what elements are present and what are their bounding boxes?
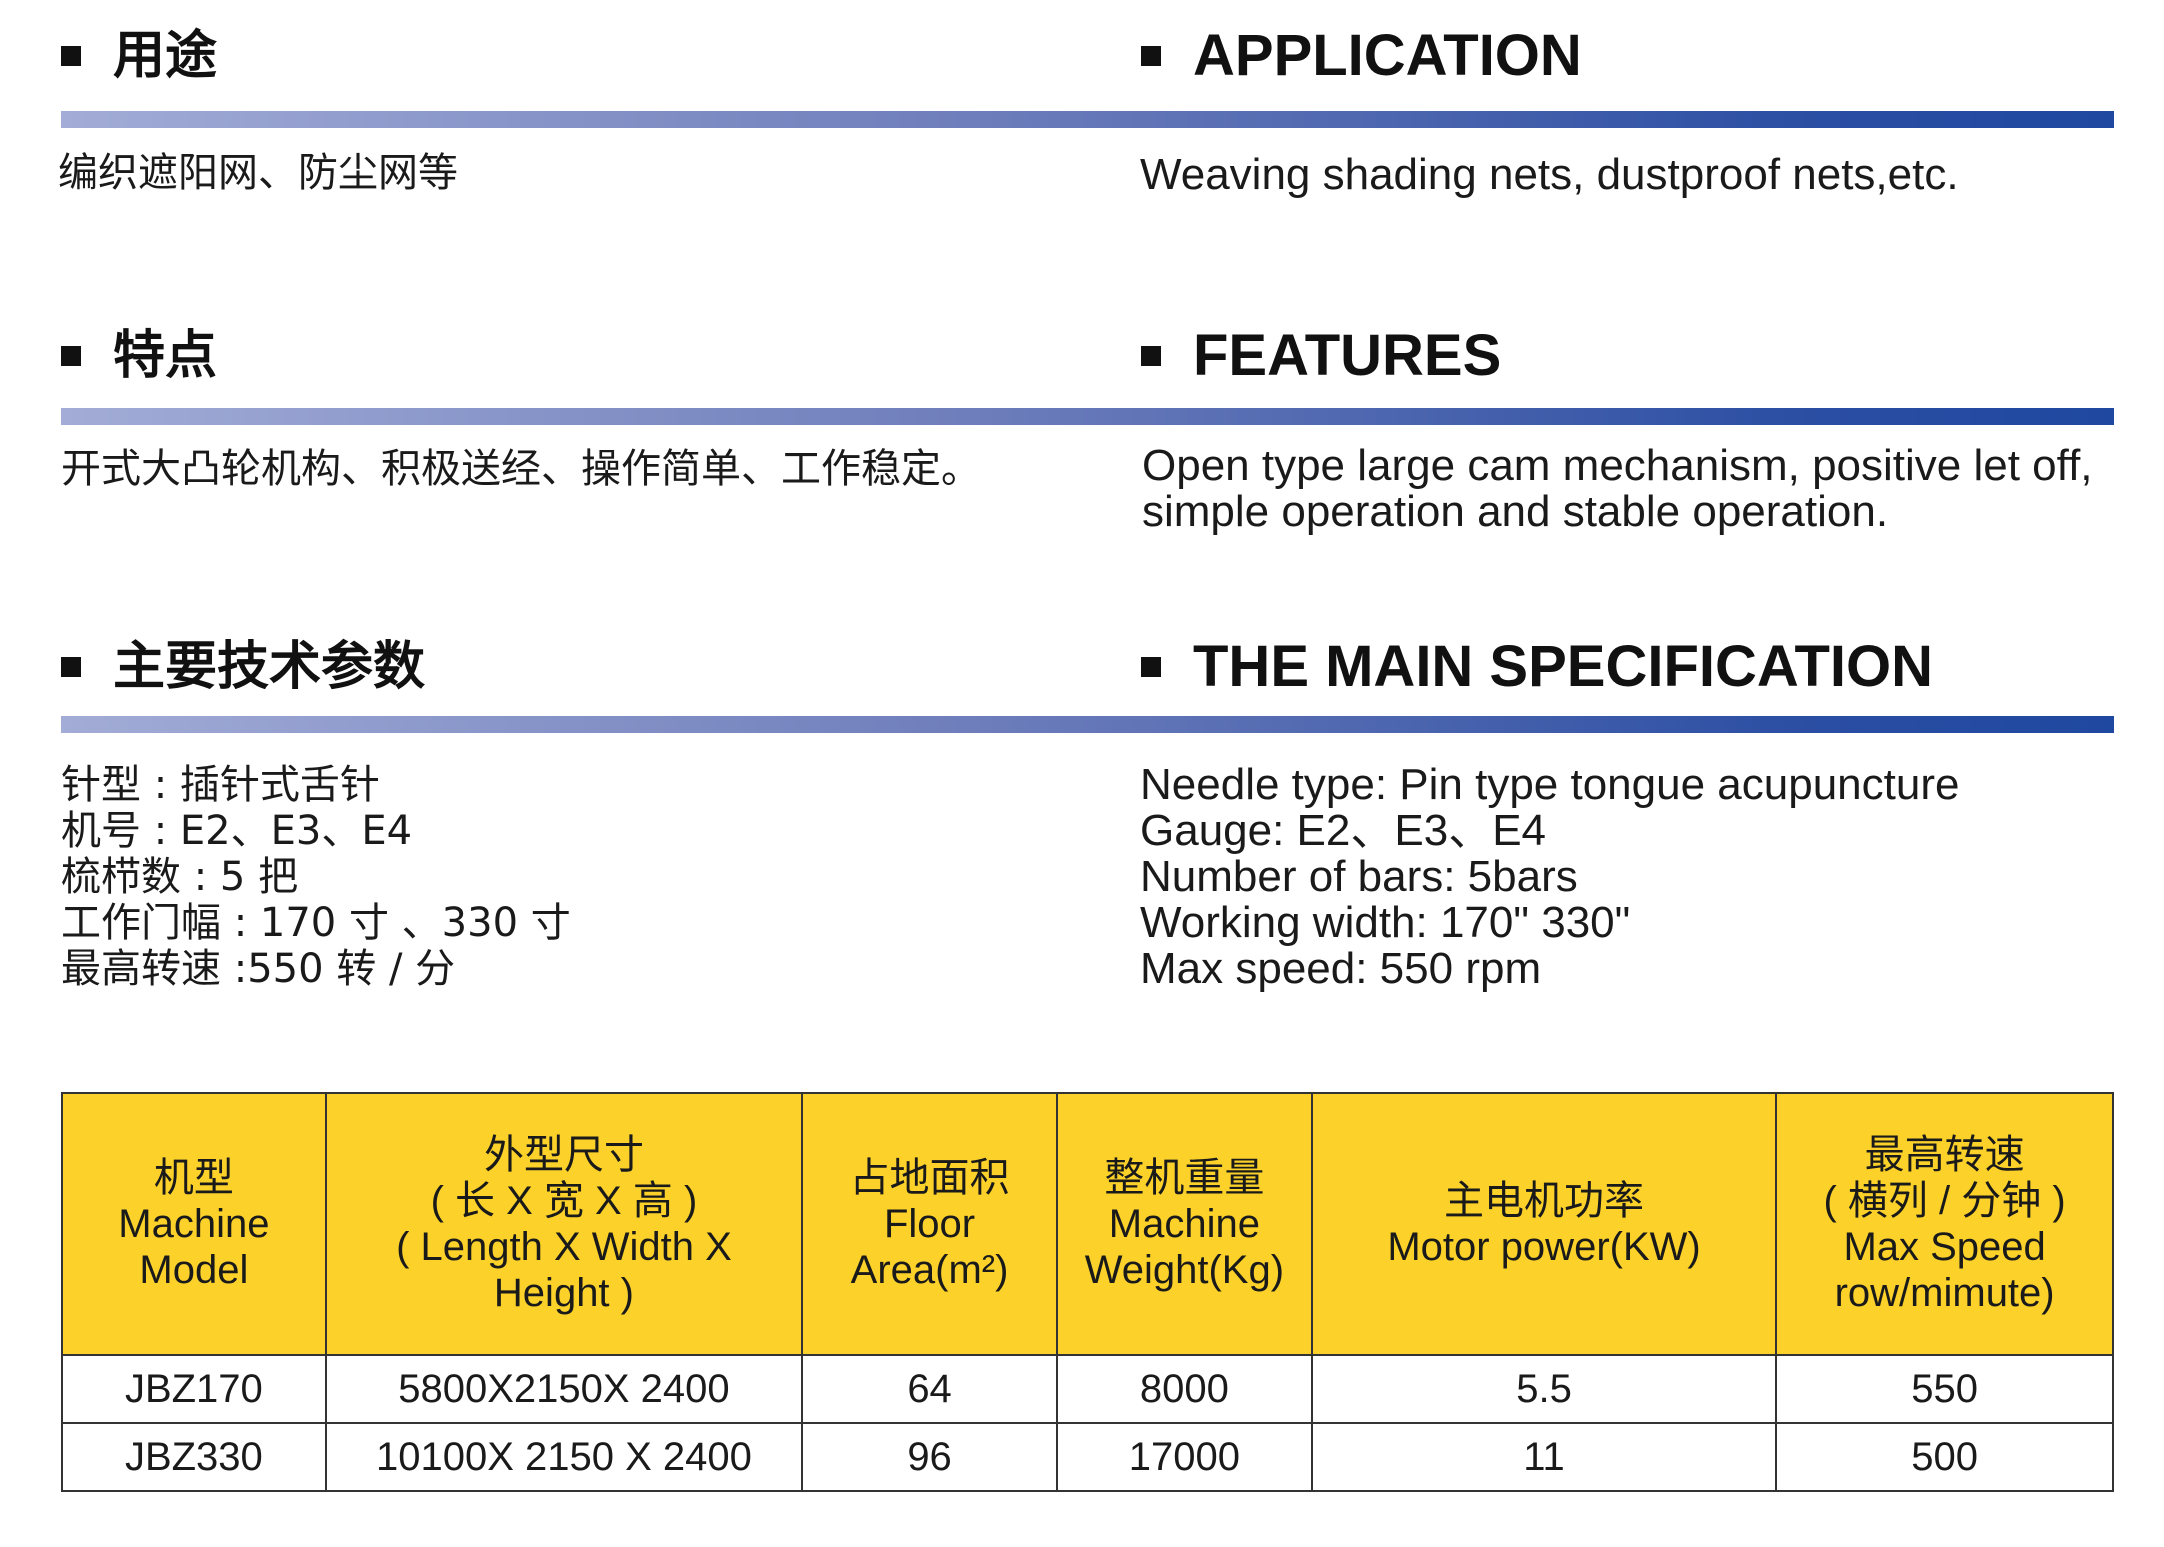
cell-model: JBZ170	[61, 1354, 327, 1424]
cell-dimensions: 10100X 2150 X 2400	[324, 1422, 804, 1492]
heading-text: APPLICATION	[1193, 23, 1582, 88]
heading-text: THE MAIN SPECIFICATION	[1193, 634, 1934, 699]
spec-list-cn: 针型 : 插针式舌针 机号 : E2、E3、E4 梳栉数 : 5 把 工作门幅 …	[61, 762, 571, 992]
spec-line: Max speed: 550 rpm	[1140, 944, 1542, 993]
header-floor-area: 占地面积 Floor Area(m²)	[801, 1092, 1058, 1356]
section-title-cn: 特点	[61, 330, 217, 382]
application-text-cn: 编织遮阳网、防尘网等	[58, 150, 458, 196]
application-text-en: Weaving shading nets, dustproof nets,etc…	[1140, 152, 1959, 198]
bullet-square-icon	[1141, 657, 1161, 677]
section-title-en: THE MAIN SPECIFICATION	[1141, 638, 1933, 696]
text-line: simple operation and stable operation.	[1142, 487, 1889, 536]
header-max-speed: 最高转速( 横列 / 分钟 ) Max Speed row/mimute)	[1775, 1092, 2114, 1356]
features-text-en: Open type large cam mechanism, positive …	[1142, 443, 2093, 535]
cell-weight: 8000	[1055, 1354, 1313, 1424]
section-title-cn: 主要技术参数	[61, 641, 425, 693]
spec-line: 梳栉数 : 5 把	[61, 854, 299, 900]
spec-line: Needle type: Pin type tongue acupuncture	[1140, 760, 1960, 809]
spec-line: 最高转速 :550 转 / 分	[61, 946, 456, 992]
heading-text: FEATURES	[1193, 323, 1502, 388]
table-row: JBZ170 5800X2150X 2400 64 8000 5.5 550	[61, 1354, 2114, 1424]
cell-weight: 17000	[1055, 1422, 1313, 1492]
spec-line: Number of bars: 5bars	[1140, 852, 1578, 901]
cell-dimensions: 5800X2150X 2400	[324, 1354, 804, 1424]
text-line: 开式大凸轮机构、积极送经、操作简单、工作稳定。	[61, 446, 981, 492]
spec-line: 工作门幅 : 170 寸 、330 寸	[61, 900, 571, 946]
table-row: JBZ330 10100X 2150 X 2400 96 17000 11 50…	[61, 1422, 2114, 1492]
header-weight: 整机重量 Machine Weight(Kg)	[1055, 1092, 1313, 1356]
features-text-cn: 开式大凸轮机构、积极送经、操作简单、工作稳定。	[61, 446, 981, 492]
heading-text: 用途	[113, 26, 218, 86]
section-divider	[61, 111, 2114, 128]
section-title-en: APPLICATION	[1141, 27, 1582, 85]
cell-max-speed: 550	[1775, 1354, 2114, 1424]
spec-line: 针型 : 插针式舌针	[61, 762, 380, 808]
bullet-square-icon	[61, 46, 81, 66]
section-title-en: FEATURES	[1141, 327, 1501, 385]
text-line: Weaving shading nets, dustproof nets,etc…	[1140, 150, 1959, 199]
cell-floor-area: 96	[801, 1422, 1058, 1492]
cell-floor-area: 64	[801, 1354, 1058, 1424]
cell-model: JBZ330	[61, 1422, 327, 1492]
bullet-square-icon	[1141, 346, 1161, 366]
cell-motor-power: 5.5	[1310, 1354, 1778, 1424]
spec-line: 机号 : E2、E3、E4	[61, 808, 413, 854]
section-divider	[61, 408, 2114, 425]
header-dimensions: 外型尺寸( 长 X 宽 X 高 )( Length X Width X Heigh…	[324, 1092, 804, 1356]
heading-text: 特点	[113, 326, 218, 386]
header-model: 机型 Machine Model	[61, 1092, 327, 1356]
text-line: Open type large cam mechanism, positive …	[1142, 441, 2093, 490]
spec-list-en: Needle type: Pin type tongue acupuncture…	[1140, 762, 1959, 992]
table-header-row: 机型 Machine Model 外型尺寸( 长 X 宽 X 高 )( Length…	[61, 1092, 2114, 1356]
text-line: 编织遮阳网、防尘网等	[58, 150, 458, 196]
cell-max-speed: 500	[1775, 1422, 2114, 1492]
section-divider	[61, 716, 2114, 733]
section-title-cn: 用途	[61, 30, 217, 82]
cell-motor-power: 11	[1310, 1422, 1778, 1492]
header-motor-power: 主电机功率 Motor power(KW)	[1310, 1092, 1778, 1356]
spec-line: Gauge: E2、E3、E4	[1140, 806, 1547, 855]
heading-text: 主要技术参数	[113, 637, 426, 697]
bullet-square-icon	[61, 346, 81, 366]
spec-table: 机型 Machine Model 外型尺寸( 长 X 宽 X 高 )( Length…	[61, 1092, 2114, 1492]
bullet-square-icon	[61, 657, 81, 677]
bullet-square-icon	[1141, 46, 1161, 66]
spec-line: Working width: 170" 330"	[1140, 898, 1631, 947]
